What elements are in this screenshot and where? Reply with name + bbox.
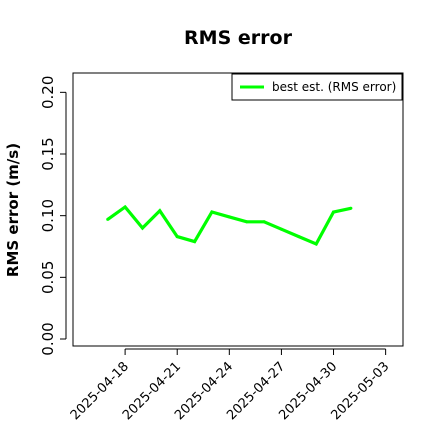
data-point: [193, 240, 197, 244]
data-point: [227, 215, 231, 219]
data-point: [332, 210, 335, 214]
data-point: [158, 209, 162, 213]
y-tick-label: 0.15: [39, 137, 57, 170]
y-tick-label: 0.00: [39, 322, 57, 355]
legend-label: best est. (RMS error): [272, 80, 396, 94]
y-axis: 0.00 0.05 0.10 0.15 0.20: [39, 76, 67, 356]
data-point: [245, 220, 249, 224]
data-point: [175, 235, 179, 239]
data-point: [141, 226, 144, 230]
data-point: [210, 210, 214, 214]
y-tick-label: 0.20: [39, 76, 57, 109]
plot-frame: [72, 72, 404, 347]
data-point: [297, 235, 301, 239]
y-tick-label: 0.05: [39, 261, 57, 294]
data-point: [262, 220, 266, 224]
data-point: [349, 206, 353, 210]
y-axis-label: RMS error (m/s): [4, 143, 22, 277]
series-layer: [106, 204, 353, 247]
x-axis: 2025-04-182025-04-212025-04-242025-04-27…: [68, 348, 392, 423]
chart-title: RMS error: [184, 27, 293, 49]
data-point: [106, 217, 110, 221]
series-line: [106, 204, 352, 247]
data-point: [279, 227, 283, 231]
data-point: [123, 205, 127, 209]
data-point: [314, 242, 318, 246]
y-tick-label: 0.10: [39, 199, 57, 232]
legend: best est. (RMS error): [231, 73, 403, 101]
